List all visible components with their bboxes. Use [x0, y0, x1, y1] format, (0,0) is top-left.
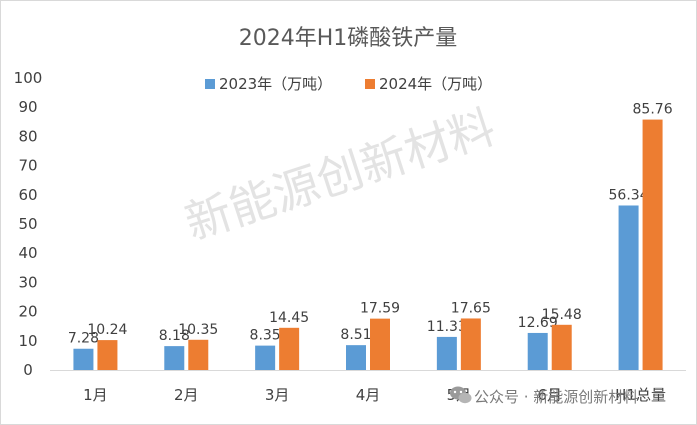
legend-label: 2023年（万吨）	[219, 75, 332, 93]
data-label: 8.51	[340, 327, 371, 343]
footer-text: 公众号 · 新能源创新材料	[474, 388, 638, 406]
bar-2024-4	[460, 318, 481, 370]
bar-2024-2	[279, 327, 300, 370]
bar-series: 7.28 8.18 8.35 8.51 11.33 12.69 56.34 10.24 10.3…	[68, 102, 673, 370]
x-tick-label: 3月	[265, 386, 290, 404]
data-label: 17.59	[360, 301, 400, 317]
x-tick-label: 1月	[83, 386, 108, 404]
y-tick-label: 30	[18, 273, 37, 291]
y-tick-label: 0	[23, 361, 33, 379]
data-label: 56.34	[609, 187, 649, 203]
wechat-icon	[450, 386, 472, 404]
data-label: 85.76	[633, 102, 673, 118]
bar-2023-6	[618, 205, 639, 370]
chart-title: 2024年H1磷酸铁产量	[239, 26, 458, 51]
bar-2024-0	[97, 340, 118, 370]
data-label: 11.33	[427, 319, 467, 335]
data-label: 14.45	[269, 310, 309, 326]
y-tick-label: 70	[18, 157, 37, 175]
footer-attribution: 公众号 · 新能源创新材料	[450, 386, 638, 406]
legend: 2023年（万吨） 2024年（万吨）	[205, 75, 492, 93]
data-label: 8.18	[159, 328, 190, 344]
bar-2023-3	[346, 345, 366, 370]
legend-swatch	[365, 79, 375, 89]
data-label: 7.28	[68, 331, 99, 347]
bar-2024-3	[370, 318, 390, 370]
y-tick-label: 40	[18, 244, 37, 262]
bar-2024-5	[551, 324, 572, 370]
data-label: 15.48	[542, 307, 582, 323]
data-label: 10.24	[87, 322, 127, 338]
x-tick-label: 2月	[174, 386, 199, 404]
y-tick-label: 20	[18, 303, 37, 321]
bar-2024-1	[188, 339, 209, 370]
data-label: 17.65	[451, 300, 491, 316]
legend-label: 2024年（万吨）	[379, 75, 492, 93]
legend-swatch	[205, 79, 215, 89]
x-tick-label: 4月	[356, 386, 381, 404]
data-label: 10.35	[178, 322, 218, 338]
y-tick-label: 10	[18, 332, 37, 350]
y-tick-label: 80	[18, 127, 37, 145]
data-label: 8.35	[250, 328, 281, 344]
y-tick-label: 100	[14, 69, 43, 87]
bar-2023-4	[436, 336, 457, 370]
bar-2023-5	[527, 332, 548, 370]
y-tick-label: 50	[18, 215, 37, 233]
bar-2023-1	[164, 346, 185, 370]
data-label: 12.69	[518, 315, 558, 331]
x-tick-label: H1总量	[615, 386, 666, 404]
x-tick-label: 6月	[537, 386, 562, 404]
bar-2024-6	[642, 119, 663, 370]
bar-2023-0	[73, 348, 94, 370]
y-tick-label: 90	[18, 98, 37, 116]
y-axis: 0 10 20 30 40 50 60 70 80 90 100	[14, 69, 43, 379]
y-tick-label: 60	[18, 186, 37, 204]
bar-2023-2	[255, 345, 276, 370]
